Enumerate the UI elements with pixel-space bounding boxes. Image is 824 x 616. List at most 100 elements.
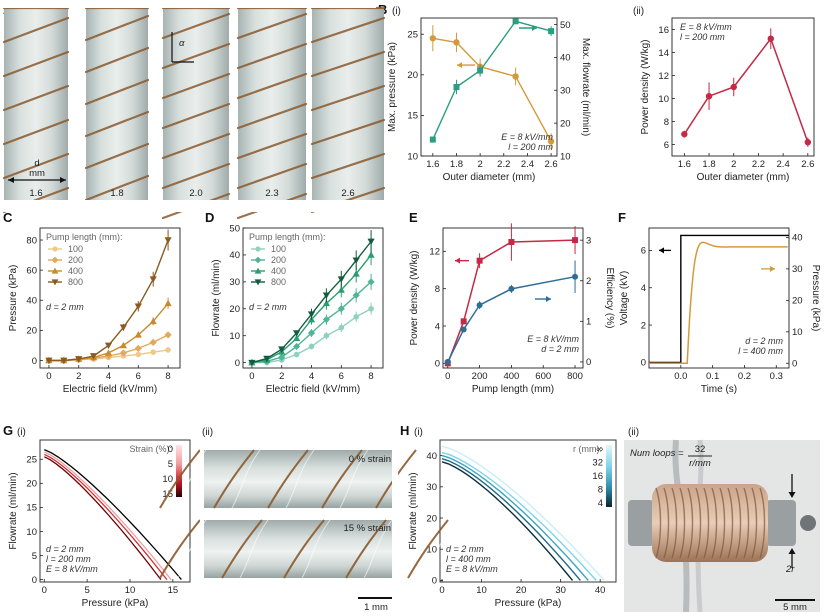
panel-g-i-label: (i) <box>17 427 26 438</box>
panel-b-ii-label: (ii) <box>633 6 644 17</box>
series-point-200 <box>322 315 331 324</box>
colorbar-tick-label: 5 <box>168 459 173 470</box>
radius-curve-8 <box>441 458 581 581</box>
coil-loop <box>687 487 694 559</box>
x-tick-label: 0 <box>439 585 444 596</box>
wire-stripe <box>161 72 231 100</box>
y-tick-label: 0 <box>235 358 240 369</box>
series-point-800 <box>60 357 68 365</box>
annotation-text: l = 200 mm <box>680 32 725 42</box>
y-tick-label: 40 <box>26 296 37 307</box>
flowrate-axis-arrowhead <box>532 25 537 31</box>
chart-g-i: 0 5 10 15 0 5 10 15 20 25 Pressure (kPa) Flowrate (… <box>8 439 191 609</box>
x-axis-label: Electric field (kV/mm) <box>63 384 157 395</box>
y2-tick-label: 0 <box>586 357 591 368</box>
wire-stripe <box>84 142 150 170</box>
power-density-point <box>730 83 737 91</box>
flowrate-point <box>548 28 555 35</box>
legend-label-100: 100 <box>68 244 83 254</box>
y-axis-label: Flowrate (ml/min) <box>8 472 19 549</box>
x-tick-label: 2.2 <box>752 159 765 170</box>
coil-loop <box>655 487 662 559</box>
annotation-text: d = 2 mm <box>541 344 579 354</box>
legend-swatch-marker <box>255 246 261 252</box>
coil-loop <box>743 487 750 559</box>
two-r-label: 2r <box>785 564 795 575</box>
series-point-800 <box>248 359 256 367</box>
pressure-point <box>453 39 460 46</box>
series-point-800 <box>293 330 301 337</box>
tube-photo-2 <box>84 6 150 202</box>
coil-loop <box>727 487 734 559</box>
wire-stripe <box>2 84 70 112</box>
pressure-point <box>547 138 555 145</box>
wire-stripe <box>84 46 150 74</box>
y-tick-label: 30 <box>229 277 240 288</box>
legend-label-800: 800 <box>68 277 83 287</box>
tube-photo-5 <box>310 6 386 214</box>
wire-stripe <box>84 174 150 202</box>
y-tick-label: 0 <box>32 356 37 367</box>
y2-axis-label: Efficiency (%) <box>604 268 615 329</box>
efficiency-point <box>444 358 451 365</box>
coil-loop <box>663 487 670 559</box>
num-loops-numerator: 32 <box>695 444 706 455</box>
panel-letter-c: C <box>3 210 13 225</box>
helix-wire <box>159 519 201 579</box>
y-axis-label: Power density (W/kg) <box>409 250 420 345</box>
chart-f: 0.0 0.1 0.2 0.3 0 2 4 6 0 10 20 30 40 Time (s) Voltage… <box>619 227 821 395</box>
x-tick-label: 15 <box>168 585 179 596</box>
x-tick-label: 10 <box>476 585 487 596</box>
y-tick-label: 8 <box>435 284 440 295</box>
strain-curve-5 <box>44 451 172 581</box>
annotation-text: l = 200 mm <box>508 142 553 152</box>
chart-b-i: 1.6 1.8 2 2.2 2.4 2.6101520251020304050Outer … <box>387 17 591 183</box>
pressure-response-line <box>649 241 788 365</box>
tube-body <box>163 8 229 200</box>
legend-title: Pump length (mm): <box>249 232 326 242</box>
pressure-point <box>512 73 519 80</box>
panel-letter-d: D <box>205 210 214 225</box>
power-density-point <box>508 239 515 245</box>
x-tick-label: 4 <box>309 371 314 382</box>
x-axis-label: Outer diameter (mm) <box>697 172 790 183</box>
flowrate-point <box>429 136 436 143</box>
wire-stripe <box>236 132 308 160</box>
tube-0-strain <box>159 449 423 509</box>
y-tick-label: 20 <box>26 326 37 337</box>
series-point-800 <box>352 257 360 264</box>
helix-highlight <box>231 449 261 509</box>
x-axis-label: Electric field (kV/mm) <box>266 384 360 395</box>
x-tick-label: 6 <box>339 371 344 382</box>
x-tick-label: 1.8 <box>702 159 715 170</box>
x-tick-label: 400 <box>503 371 519 382</box>
series-point-800 <box>307 311 316 318</box>
x-tick-label: 40 <box>595 585 606 596</box>
helix-highlight <box>425 519 455 579</box>
legend-label-200: 200 <box>68 255 83 265</box>
wire-stripe <box>2 152 70 180</box>
panel-g-ii-label: (ii) <box>202 427 213 438</box>
helix-highlight <box>285 449 315 509</box>
flowrate-point <box>453 84 460 90</box>
x-tick-label: 2 <box>279 371 284 382</box>
x-axis-label: Outer diameter (mm) <box>443 172 536 183</box>
wire-stripe <box>84 14 150 42</box>
y-tick-label: 10 <box>658 94 669 105</box>
legend-swatch-marker <box>51 267 59 274</box>
x-tick-label: 2.6 <box>544 159 557 170</box>
voltage-step-line <box>649 234 789 364</box>
y-tick-label: 10 <box>407 151 418 162</box>
x-tick-label: 2 <box>76 371 81 382</box>
colorbar-tick-label: ∞ <box>596 444 603 455</box>
x-tick-label: 5 <box>84 585 89 596</box>
legend-label-100: 100 <box>271 244 286 254</box>
y2-tick-label: 2 <box>586 276 591 287</box>
flowrate-point <box>512 18 519 25</box>
two-r-arrowhead-bottom <box>788 548 796 554</box>
y-tick-label: 8 <box>664 117 669 128</box>
y-tick-label: 12 <box>429 247 440 258</box>
